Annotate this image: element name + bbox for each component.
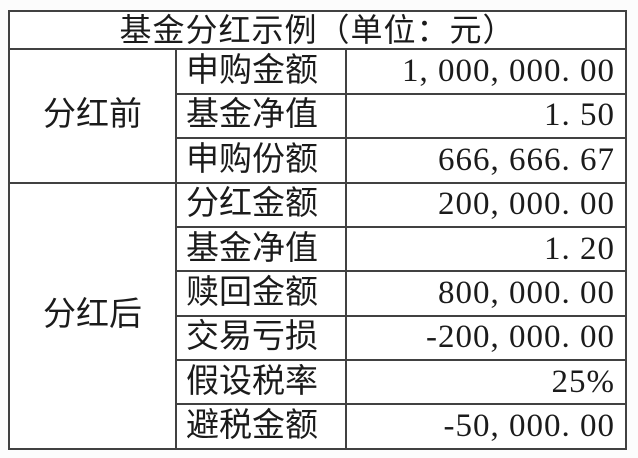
row-label: 申购金额 [175, 48, 347, 95]
table-title: 基金分红示例（单位：元） [8, 9, 627, 51]
row-label: 分红金额 [175, 181, 347, 228]
row-label: 避税金额 [175, 403, 347, 450]
row-label: 交易亏损 [175, 314, 347, 362]
group-label-after-dividend: 分红后 [8, 181, 177, 451]
fund-dividend-table: 基金分红示例（单位：元） 分红前 申购金额 1, 000, 000. 00 基金… [8, 9, 627, 451]
row-value: 1. 50 [345, 92, 627, 140]
row-value: 200, 000. 00 [345, 181, 627, 228]
row-label: 基金净值 [175, 225, 347, 273]
row-value: 1, 000, 000. 00 [345, 48, 627, 95]
row-value: -50, 000. 00 [345, 403, 627, 450]
row-label: 假设税率 [175, 359, 347, 406]
row-value: 800, 000. 00 [345, 270, 627, 317]
row-label: 赎回金额 [175, 270, 347, 317]
group-label-before-dividend: 分红前 [8, 48, 177, 184]
row-value: 1. 20 [345, 225, 627, 273]
row-value: 25% [345, 359, 627, 406]
row-label: 基金净值 [175, 92, 347, 140]
row-value: -200, 000. 00 [345, 314, 627, 362]
row-value: 666, 666. 67 [345, 137, 627, 184]
row-label: 申购份额 [175, 137, 347, 184]
